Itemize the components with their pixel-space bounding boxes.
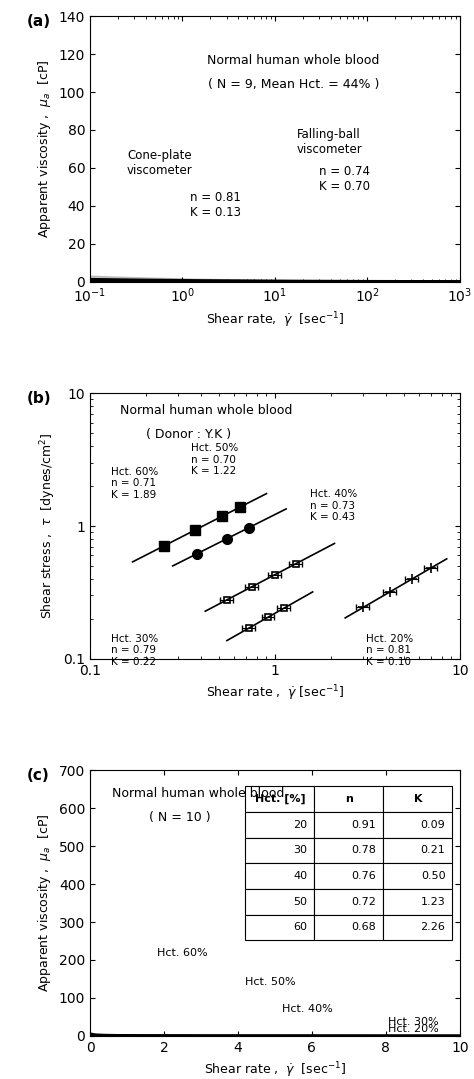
Text: Hct. 50%
n = 0.70
K = 1.22: Hct. 50% n = 0.70 K = 1.22 [191, 443, 238, 477]
Text: Hct. 60%
n = 0.71
K = 1.89: Hct. 60% n = 0.71 K = 1.89 [111, 466, 158, 500]
Text: ( Donor : Y.K ): ( Donor : Y.K ) [146, 428, 231, 441]
Text: Normal human whole blood: Normal human whole blood [207, 54, 380, 67]
Text: Hct. 40%
n = 0.73
K = 0.43: Hct. 40% n = 0.73 K = 0.43 [310, 489, 357, 522]
Text: n = 0.74
K = 0.70: n = 0.74 K = 0.70 [319, 165, 370, 193]
Text: ( N = 10 ): ( N = 10 ) [149, 810, 211, 823]
X-axis label: Shear rate ,  $\dot{\gamma}$  [sec$^{-1}$]: Shear rate , $\dot{\gamma}$ [sec$^{-1}$] [204, 1061, 346, 1079]
Text: Hct. 50%: Hct. 50% [246, 976, 296, 986]
Text: Hct. 20%
n = 0.81
K = 0.10: Hct. 20% n = 0.81 K = 0.10 [366, 633, 413, 667]
Text: Normal human whole blood: Normal human whole blood [119, 405, 292, 418]
Text: ( N = 9, Mean Hct. = 44% ): ( N = 9, Mean Hct. = 44% ) [208, 78, 379, 91]
X-axis label: Shear rate,  $\dot{\gamma}$  [sec$^{-1}$]: Shear rate, $\dot{\gamma}$ [sec$^{-1}$] [206, 311, 344, 330]
Text: Hct. 30%: Hct. 30% [388, 1017, 438, 1027]
Text: Normal human whole blood: Normal human whole blood [112, 787, 284, 800]
Text: (c): (c) [27, 767, 50, 782]
Text: Cone-plate
viscometer: Cone-plate viscometer [127, 149, 193, 177]
Text: (a): (a) [27, 14, 51, 28]
Text: Falling-ball
viscometer: Falling-ball viscometer [297, 127, 363, 155]
Y-axis label: Apparent viscosity ,  $\mu_a$  [cP]: Apparent viscosity , $\mu_a$ [cP] [36, 59, 53, 238]
Text: Hct. 60%: Hct. 60% [156, 948, 207, 958]
X-axis label: Shear rate ,  $\dot{\gamma}$ [sec$^{-1}$]: Shear rate , $\dot{\gamma}$ [sec$^{-1}$] [206, 683, 344, 702]
Text: n = 0.81
K = 0.13: n = 0.81 K = 0.13 [190, 191, 241, 219]
Text: Hct. 20%: Hct. 20% [388, 1024, 438, 1034]
Text: (b): (b) [27, 391, 52, 406]
Y-axis label: Apparent viscosity ,  $\mu_a$  [cP]: Apparent viscosity , $\mu_a$ [cP] [36, 814, 53, 993]
Y-axis label: Shear stress ,  $\tau$  [dynes/cm$^2$]: Shear stress , $\tau$ [dynes/cm$^2$] [38, 433, 58, 619]
Text: Hct. 40%: Hct. 40% [283, 1003, 333, 1014]
Text: Hct. 30%
n = 0.79
K = 0.22: Hct. 30% n = 0.79 K = 0.22 [111, 633, 158, 667]
